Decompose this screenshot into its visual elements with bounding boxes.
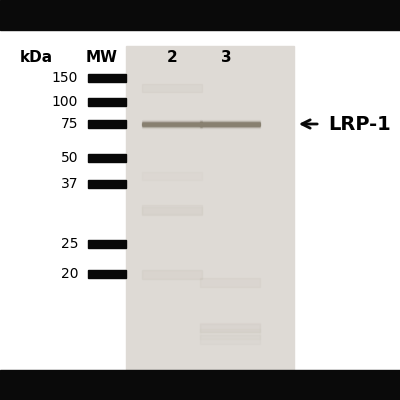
Text: MW: MW: [86, 50, 118, 66]
Text: 25: 25: [60, 237, 78, 251]
Bar: [126, 46, 294, 374]
Bar: [142, 206, 202, 214]
Bar: [200, 323, 260, 332]
Bar: [142, 270, 202, 279]
Text: 3: 3: [221, 50, 231, 66]
Bar: [0, 370, 400, 400]
Bar: [142, 172, 202, 180]
Bar: [88, 74, 126, 82]
Text: 20: 20: [60, 267, 78, 281]
Bar: [0, 0, 400, 30]
Bar: [88, 240, 126, 248]
Text: 75: 75: [60, 117, 78, 131]
Bar: [142, 204, 202, 215]
Bar: [88, 180, 126, 188]
Bar: [88, 98, 126, 106]
Text: 2: 2: [167, 50, 177, 66]
Bar: [200, 335, 260, 344]
Text: LRP-1: LRP-1: [328, 114, 391, 134]
Text: kDa: kDa: [20, 50, 52, 66]
Text: 150: 150: [52, 71, 78, 85]
Text: 50: 50: [60, 151, 78, 165]
Bar: [88, 120, 126, 128]
Bar: [142, 84, 202, 92]
Bar: [200, 278, 260, 286]
Text: 37: 37: [60, 177, 78, 191]
Bar: [200, 324, 260, 332]
Text: 100: 100: [52, 95, 78, 109]
Bar: [88, 154, 126, 162]
Bar: [88, 270, 126, 278]
Bar: [200, 329, 260, 339]
